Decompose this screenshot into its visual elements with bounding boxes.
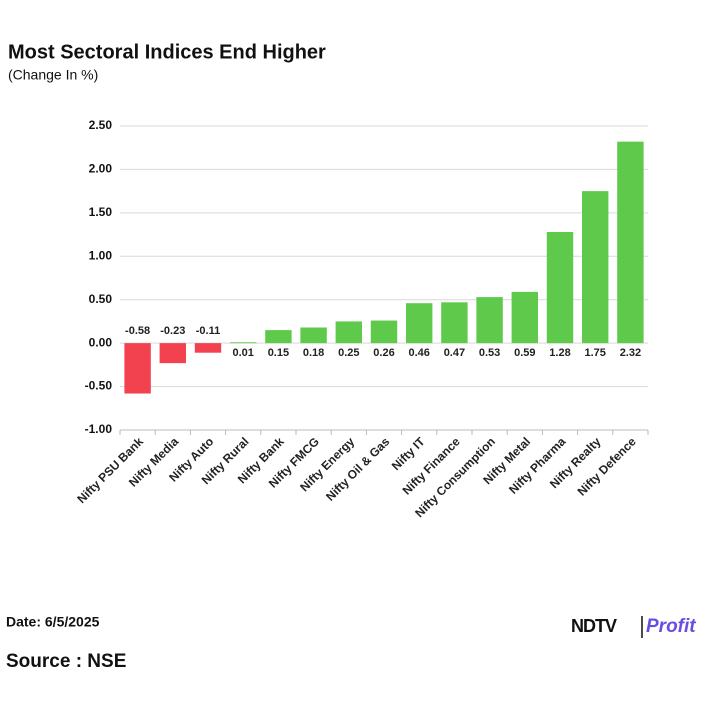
bar xyxy=(406,303,433,344)
y-tick-label: 0.00 xyxy=(89,335,113,349)
bar xyxy=(124,343,151,394)
bar xyxy=(511,291,538,344)
bar xyxy=(300,327,327,344)
data-label: 1.28 xyxy=(549,347,570,359)
bar xyxy=(159,343,186,364)
bar xyxy=(265,330,292,344)
data-label: 0.46 xyxy=(408,347,429,359)
y-tick-label: -0.50 xyxy=(85,379,113,393)
data-label: -0.23 xyxy=(160,325,185,337)
bar xyxy=(230,342,257,344)
data-label: 0.01 xyxy=(232,347,253,359)
bar xyxy=(582,191,609,344)
x-tick-label: Nifty Oil & Gas xyxy=(323,434,393,504)
chart-title: Most Sectoral Indices End Higher xyxy=(8,41,326,63)
bar xyxy=(476,297,503,344)
data-label: 1.75 xyxy=(584,347,605,359)
logo-product: Profit xyxy=(646,616,696,637)
source: Source : NSE xyxy=(6,651,126,672)
data-label: 0.25 xyxy=(338,347,359,359)
chart-subtitle: (Change In %) xyxy=(8,67,98,83)
data-label: 0.59 xyxy=(514,347,535,359)
y-tick-label: -1.00 xyxy=(85,422,113,436)
data-label: -0.58 xyxy=(125,325,150,337)
bar xyxy=(617,141,644,344)
bar xyxy=(441,302,468,344)
data-label: 0.18 xyxy=(303,347,324,359)
y-tick-label: 0.50 xyxy=(89,292,113,306)
y-tick-label: 2.00 xyxy=(89,162,113,176)
logo-brand: NDTV xyxy=(571,616,617,636)
bar xyxy=(546,231,574,344)
data-label: 0.15 xyxy=(268,347,289,359)
y-tick-label: 1.00 xyxy=(89,248,113,262)
data-label: 0.53 xyxy=(479,347,500,359)
y-tick-label: 2.50 xyxy=(89,118,113,132)
data-label: 0.26 xyxy=(373,347,394,359)
data-label: 0.47 xyxy=(444,347,465,359)
date: Date: 6/5/2025 xyxy=(6,614,100,630)
bar xyxy=(370,320,398,344)
bar xyxy=(335,321,362,344)
bar xyxy=(194,343,222,353)
y-tick-label: 1.50 xyxy=(89,205,113,219)
data-label: -0.11 xyxy=(196,325,220,337)
data-label: 2.32 xyxy=(620,347,641,359)
